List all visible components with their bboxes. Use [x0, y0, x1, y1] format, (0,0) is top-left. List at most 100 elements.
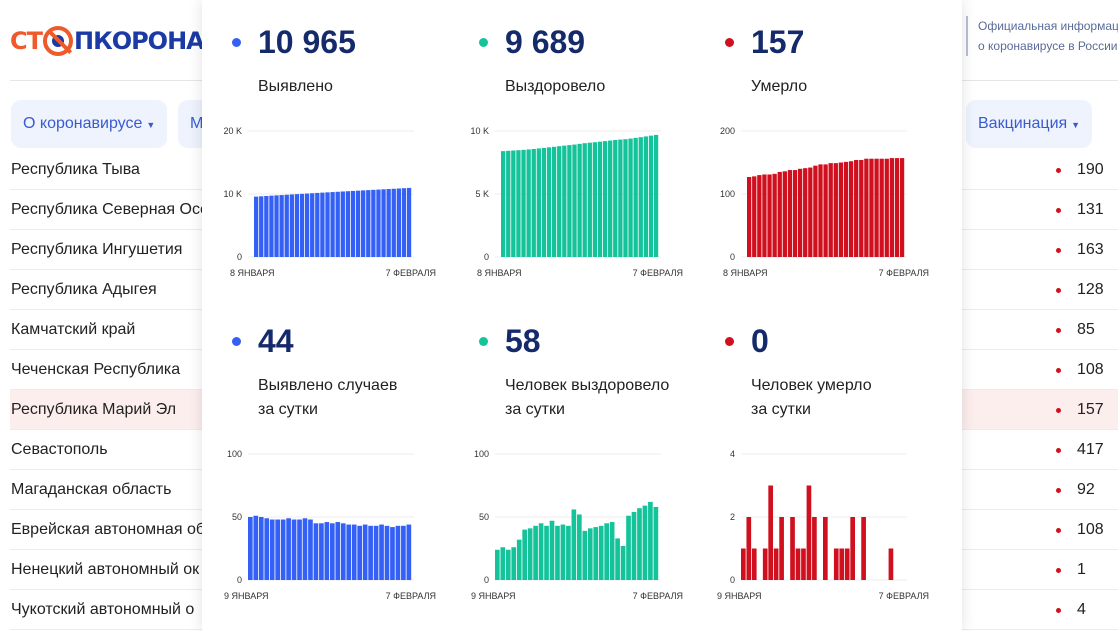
bar[interactable]: [648, 135, 654, 257]
bar[interactable]: [511, 150, 516, 257]
bar[interactable]: [286, 518, 291, 580]
bar[interactable]: [577, 514, 582, 580]
bar[interactable]: [762, 548, 768, 581]
bar[interactable]: [335, 191, 340, 257]
bar[interactable]: [373, 525, 379, 580]
bar[interactable]: [838, 162, 844, 258]
bar[interactable]: [653, 134, 659, 257]
bar[interactable]: [297, 519, 302, 580]
bar[interactable]: [555, 525, 560, 580]
bar[interactable]: [294, 194, 300, 257]
bar[interactable]: [767, 174, 772, 257]
bar[interactable]: [777, 171, 782, 257]
bar[interactable]: [828, 163, 833, 257]
bar[interactable]: [362, 524, 368, 580]
bar[interactable]: [258, 517, 264, 580]
bar[interactable]: [854, 159, 859, 257]
bar[interactable]: [566, 525, 571, 580]
bar[interactable]: [844, 548, 850, 581]
bar[interactable]: [843, 161, 849, 257]
bar[interactable]: [253, 515, 259, 580]
bar[interactable]: [495, 549, 500, 580]
bar[interactable]: [275, 519, 280, 580]
bar[interactable]: [381, 189, 386, 257]
bar[interactable]: [386, 189, 391, 257]
bar[interactable]: [259, 196, 264, 257]
bar[interactable]: [884, 158, 889, 257]
bar[interactable]: [319, 523, 324, 580]
bar[interactable]: [806, 485, 812, 581]
bar[interactable]: [284, 194, 289, 257]
bar[interactable]: [505, 549, 511, 580]
bar[interactable]: [538, 523, 544, 580]
bar[interactable]: [544, 525, 549, 580]
bar[interactable]: [597, 141, 603, 257]
bar[interactable]: [366, 190, 371, 257]
bar[interactable]: [274, 195, 279, 257]
bar[interactable]: [746, 517, 752, 580]
bar[interactable]: [609, 522, 615, 580]
bar[interactable]: [395, 525, 401, 580]
bar[interactable]: [879, 158, 884, 257]
bar[interactable]: [511, 547, 517, 580]
bar[interactable]: [501, 151, 506, 257]
bar[interactable]: [269, 519, 275, 580]
bar[interactable]: [289, 194, 294, 257]
bar[interactable]: [310, 193, 315, 257]
bar[interactable]: [779, 517, 784, 580]
bar[interactable]: [522, 529, 527, 580]
bar[interactable]: [899, 158, 905, 257]
bar[interactable]: [633, 137, 638, 257]
bar[interactable]: [279, 195, 284, 257]
bar[interactable]: [894, 158, 900, 257]
bar[interactable]: [330, 192, 335, 257]
bar[interactable]: [376, 189, 381, 257]
bar[interactable]: [315, 192, 320, 257]
bar[interactable]: [637, 508, 642, 580]
bar[interactable]: [608, 140, 613, 257]
bar[interactable]: [782, 171, 787, 257]
bar[interactable]: [741, 548, 746, 581]
bar[interactable]: [808, 167, 813, 257]
bar[interactable]: [587, 142, 592, 257]
bar[interactable]: [648, 501, 653, 580]
bar[interactable]: [859, 159, 864, 257]
bar[interactable]: [269, 195, 274, 257]
bar[interactable]: [506, 150, 511, 257]
bar[interactable]: [790, 517, 795, 580]
bar[interactable]: [833, 548, 839, 581]
bar[interactable]: [823, 517, 828, 580]
bar[interactable]: [401, 525, 406, 580]
bar[interactable]: [406, 524, 412, 580]
bar[interactable]: [291, 519, 297, 580]
bar[interactable]: [330, 523, 335, 580]
bar[interactable]: [818, 164, 823, 257]
bar[interactable]: [795, 548, 801, 581]
bar[interactable]: [792, 170, 798, 257]
bar[interactable]: [874, 158, 879, 257]
bar[interactable]: [541, 147, 547, 257]
bar[interactable]: [551, 146, 557, 257]
bar[interactable]: [345, 191, 351, 257]
bar[interactable]: [406, 187, 412, 257]
bar[interactable]: [869, 158, 874, 257]
bar[interactable]: [582, 143, 587, 257]
bar[interactable]: [773, 548, 779, 581]
bar[interactable]: [325, 192, 330, 257]
bar[interactable]: [888, 548, 894, 581]
nav-about-coronavirus[interactable]: О коронавирусе ▼: [11, 100, 168, 148]
bar[interactable]: [304, 193, 310, 257]
bar[interactable]: [567, 145, 572, 257]
bar[interactable]: [613, 139, 618, 257]
bar[interactable]: [248, 517, 253, 580]
bar[interactable]: [313, 523, 319, 580]
bar[interactable]: [602, 141, 608, 257]
bar[interactable]: [839, 548, 845, 581]
bar[interactable]: [823, 164, 828, 257]
bar[interactable]: [604, 523, 609, 580]
bar[interactable]: [577, 143, 582, 257]
bar[interactable]: [500, 547, 506, 580]
bar[interactable]: [628, 138, 633, 257]
bar[interactable]: [254, 196, 259, 257]
bar[interactable]: [516, 539, 522, 580]
